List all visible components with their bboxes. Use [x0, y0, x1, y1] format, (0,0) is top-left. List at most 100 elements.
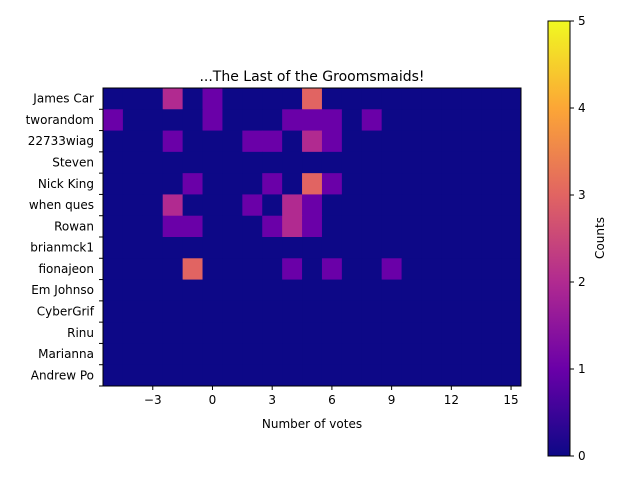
heatmap-cell: [361, 151, 383, 174]
heatmap-cell: [381, 194, 403, 217]
heatmap-cell: [481, 151, 502, 174]
x-tick-label: 3: [268, 393, 276, 407]
heatmap-cell: [421, 151, 442, 174]
y-tick-label: Marianna: [38, 347, 94, 361]
heatmap-cell: [381, 215, 403, 238]
heatmap-cell: [182, 194, 204, 217]
heatmap-cell: [302, 279, 323, 302]
heatmap-cell: [321, 130, 343, 153]
x-tick-label: 6: [328, 393, 336, 407]
heatmap-cell: [103, 173, 124, 195]
heatmap-cell: [401, 279, 422, 302]
heatmap-cell: [501, 151, 522, 174]
heatmap-cell: [222, 151, 243, 174]
heatmap-cell: [361, 258, 383, 281]
heatmap-cell: [202, 173, 223, 195]
x-tick-label: −3: [144, 393, 162, 407]
heatmap-cell: [481, 364, 502, 387]
heatmap-cell: [302, 88, 323, 110]
heatmap-cell: [421, 173, 442, 195]
heatmap-cell: [162, 109, 184, 132]
heatmap-cell: [202, 364, 223, 387]
heatmap-cell: [461, 322, 482, 344]
heatmap-cell: [142, 364, 164, 387]
heatmap-cell: [122, 322, 144, 344]
heatmap-cell: [142, 322, 164, 344]
heatmap-cell: [321, 215, 343, 238]
heatmap-cells: [103, 88, 522, 387]
heatmap-cell: [321, 194, 343, 217]
heatmap-cell: [202, 109, 223, 132]
heatmap-cell: [341, 151, 363, 174]
heatmap-cell: [302, 194, 323, 217]
heatmap-cell: [122, 215, 144, 238]
heatmap-cell: [441, 130, 462, 153]
heatmap-cell: [222, 88, 243, 110]
heatmap-cell: [122, 258, 144, 281]
heatmap-cell: [222, 279, 243, 302]
heatmap-cell: [302, 173, 323, 195]
heatmap-cell: [282, 364, 303, 387]
heatmap-cell: [122, 173, 144, 195]
heatmap-cell: [202, 130, 223, 153]
heatmap-cell: [361, 88, 383, 110]
heatmap-cell: [162, 237, 184, 259]
heatmap-cell: [103, 322, 124, 344]
heatmap-cell: [421, 279, 442, 302]
heatmap-cell: [481, 343, 502, 366]
heatmap-cell: [262, 322, 283, 344]
heatmap-cell: [361, 364, 383, 387]
heatmap-cell: [162, 364, 184, 387]
heatmap-cell: [282, 88, 303, 110]
heatmap-cell: [481, 130, 502, 153]
heatmap-cell: [401, 151, 422, 174]
y-tick-label: Rinu: [67, 326, 94, 340]
heatmap-cell: [421, 130, 442, 153]
x-tick-label: 9: [388, 393, 396, 407]
heatmap-cell: [162, 88, 184, 110]
heatmap-cell: [282, 279, 303, 302]
heatmap-cell: [222, 322, 243, 344]
heatmap-cell: [103, 237, 124, 259]
heatmap-cell: [501, 237, 522, 259]
heatmap-cell: [341, 279, 363, 302]
heatmap-cell: [401, 109, 422, 132]
heatmap-cell: [461, 237, 482, 259]
heatmap-cell: [302, 300, 323, 323]
heatmap-cell: [122, 194, 144, 217]
heatmap-cell: [481, 173, 502, 195]
heatmap-cell: [162, 258, 184, 281]
heatmap-cell: [381, 151, 403, 174]
heatmap-cell: [302, 215, 323, 238]
heatmap-cell: [441, 237, 462, 259]
heatmap-cell: [321, 173, 343, 195]
heatmap-cell: [501, 173, 522, 195]
heatmap-cell: [421, 300, 442, 323]
heatmap-cell: [262, 151, 283, 174]
heatmap-cell: [421, 215, 442, 238]
heatmap-cell: [103, 300, 124, 323]
heatmap-cell: [381, 173, 403, 195]
heatmap-cell: [461, 151, 482, 174]
heatmap-cell: [262, 300, 283, 323]
heatmap-cell: [282, 151, 303, 174]
y-tick-label: Rowan: [54, 219, 94, 233]
heatmap-cell: [302, 322, 323, 344]
heatmap-cell: [103, 109, 124, 132]
heatmap-cell: [441, 88, 462, 110]
heatmap-cell: [262, 258, 283, 281]
heatmap-cell: [122, 237, 144, 259]
heatmap-cell: [122, 279, 144, 302]
heatmap-cell: [401, 237, 422, 259]
heatmap-cell: [361, 343, 383, 366]
heatmap-cell: [501, 258, 522, 281]
heatmap-cell: [341, 88, 363, 110]
heatmap-cell: [461, 258, 482, 281]
heatmap-cell: [142, 215, 164, 238]
heatmap-cell: [361, 300, 383, 323]
heatmap-cell: [222, 194, 243, 217]
y-tick-label: CyberGrif: [37, 305, 95, 319]
heatmap-cell: [202, 237, 223, 259]
heatmap-cell: [341, 194, 363, 217]
